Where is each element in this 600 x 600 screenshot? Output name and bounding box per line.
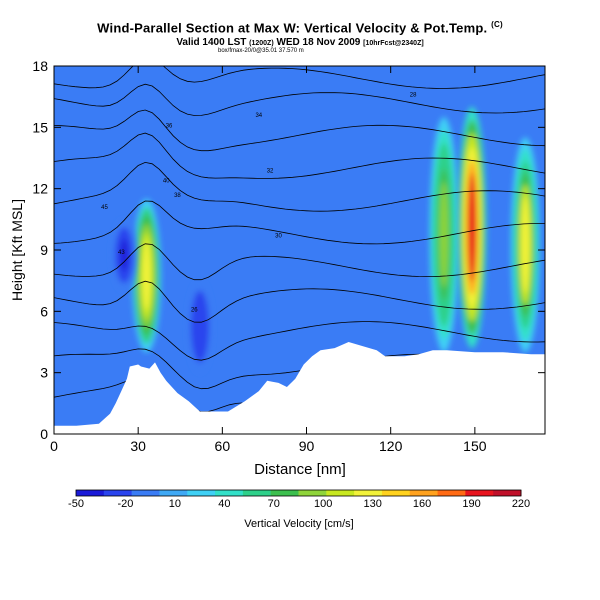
colorbar-segment <box>465 490 494 496</box>
contour-label: 30 <box>275 234 282 240</box>
colorbar-frame <box>75 489 522 497</box>
colorbar-segment <box>187 490 216 496</box>
contour-label: 45 <box>101 205 108 211</box>
updraft-cell <box>457 106 487 349</box>
updraft-cell <box>132 198 162 353</box>
updraft-level <box>521 196 530 294</box>
theta-contours: 45 43 40 38 36 34 32 30 28 26 <box>54 66 545 413</box>
colorbar-segment <box>270 490 299 496</box>
theta-contour-line <box>54 83 545 116</box>
contour-label: 32 <box>267 168 274 174</box>
updraft-level <box>439 181 449 288</box>
colorbar-segment <box>409 490 439 496</box>
x-axis: 0 30 60 90 120 150 <box>50 66 487 454</box>
colorbar-segment <box>354 490 383 496</box>
y-axis-label: Height [Kft MSL] <box>9 199 25 301</box>
contour-label: 34 <box>255 113 262 119</box>
contour-label: 40 <box>163 179 170 185</box>
y-tick-label: 3 <box>40 365 48 381</box>
colorbar-tick-label: 190 <box>462 498 480 510</box>
contour-label: 26 <box>191 307 198 313</box>
terrain-mask <box>54 342 545 434</box>
copyright-mark: (C) <box>491 20 503 29</box>
x-tick-label: 0 <box>50 438 58 454</box>
y-tick-label: 6 <box>40 303 48 319</box>
x-tick-label: 150 <box>463 438 487 454</box>
colorbar-label: Vertical Velocity [cm/s] <box>244 518 353 530</box>
contour-label: 36 <box>166 123 173 129</box>
updraft-cell <box>510 137 540 353</box>
y-tick-label: 12 <box>32 181 48 197</box>
downdraft-level <box>196 305 204 348</box>
colorbar-tick-label: 160 <box>413 498 431 510</box>
x-axis-label: Distance [nm] <box>254 461 346 478</box>
downdraft-cell <box>187 280 213 373</box>
colorbar-tick-label: 130 <box>363 498 381 510</box>
x-tick-label: 90 <box>299 438 315 454</box>
y-tick-label: 15 <box>32 119 48 135</box>
colorbar-segment <box>381 490 411 496</box>
contour-label: 43 <box>118 250 125 256</box>
theta-contour-line <box>54 243 545 281</box>
colorbar-segment <box>76 490 105 496</box>
colorbar-segment <box>493 490 522 496</box>
updraft-level <box>142 241 151 311</box>
contour-label: 38 <box>174 193 181 199</box>
colorbar-segment <box>103 490 133 496</box>
chart-title: Wind-Parallel Section at Max W: Vertical… <box>97 20 503 36</box>
colorbar-segment <box>298 490 327 496</box>
y-tick-label: 9 <box>40 242 48 258</box>
chart-subtitle: Valid 1400 LST (1200Z) WED 18 Nov 2009 [… <box>176 37 424 48</box>
colorbar-tick-label: 40 <box>218 498 230 510</box>
theta-contour-line <box>54 132 545 179</box>
x-tick-label: 30 <box>130 438 146 454</box>
colorbar-tick-label: -20 <box>117 498 133 510</box>
x-tick-label: 60 <box>215 438 231 454</box>
colorbar-tick-label: 70 <box>268 498 280 510</box>
colorbar-segment <box>326 490 355 496</box>
colorbar-tick-label: -50 <box>68 498 84 510</box>
theta-contour-line <box>54 280 545 323</box>
updraft-level <box>467 173 477 282</box>
chart-subtitle-small: box/fmax-20/0@35.01 37.570 m <box>218 48 304 54</box>
theta-contour-line <box>54 321 545 361</box>
x-tick-label: 120 <box>379 438 403 454</box>
colorbar-segment <box>242 490 272 496</box>
theta-contour-line <box>54 161 545 212</box>
theta-contour-line <box>54 66 545 89</box>
theta-contour-line <box>54 200 545 245</box>
contour-label: 28 <box>410 93 417 99</box>
colorbar-tick-label: 220 <box>512 498 530 510</box>
y-tick-label: 0 <box>40 426 48 442</box>
updraft-cell <box>429 117 459 353</box>
theta-contour-line <box>54 109 545 152</box>
colorbar: -50 -20 10 40 70 100 130 160 190 220 <box>68 489 530 510</box>
colorbar-segment <box>159 490 188 496</box>
colorbar-tick-label: 100 <box>314 498 332 510</box>
colorbar-segment <box>131 490 160 496</box>
y-tick-label: 18 <box>32 58 48 74</box>
colorbar-tick-label: 10 <box>169 498 181 510</box>
colorbar-segment <box>215 490 244 496</box>
colorbar-segment <box>437 490 466 496</box>
